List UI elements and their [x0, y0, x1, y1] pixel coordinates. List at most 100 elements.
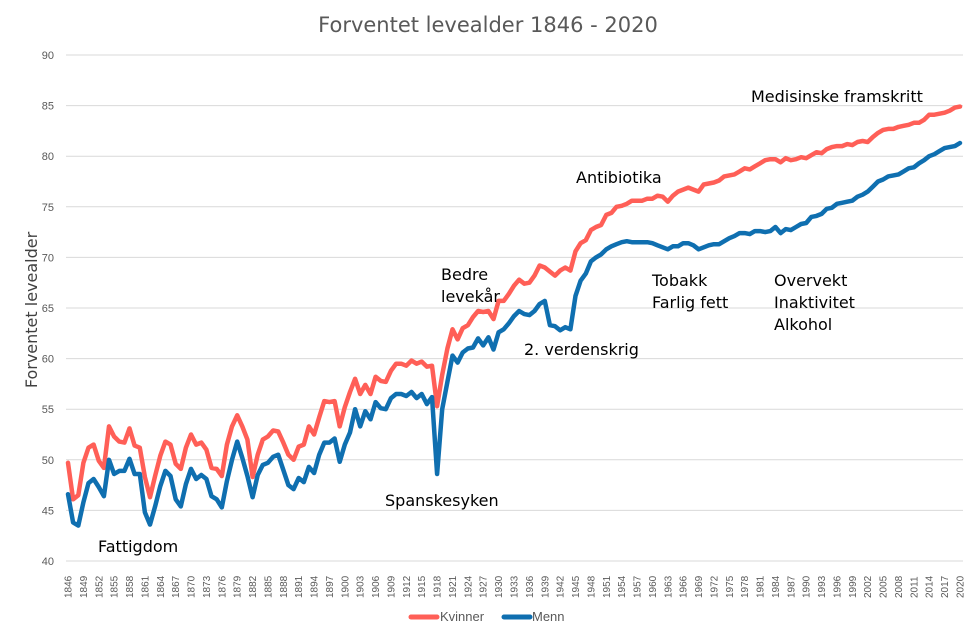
x-tick-label: 1924 [463, 575, 474, 598]
x-tick-label: 1933 [510, 575, 521, 598]
legend-label-menn: Menn [532, 609, 565, 624]
y-tick-label: 50 [42, 455, 54, 467]
annotation-text: Spanskesyken [385, 491, 499, 510]
x-tick-label: 1864 [156, 575, 167, 598]
x-tick-label: 1891 [294, 575, 305, 598]
annotation-text: Medisinske framskritt [751, 87, 923, 106]
x-tick-label: 1936 [525, 575, 536, 598]
annotation-fattigdom: Fattigdom [98, 537, 178, 556]
x-tick-label: 1888 [279, 575, 290, 598]
x-tick-label: 1969 [694, 575, 705, 598]
annotation-medisinske: Medisinske framskritt [751, 87, 923, 106]
y-axis-label: Forventet levealder [22, 231, 41, 388]
x-tick-label: 1927 [479, 575, 490, 598]
x-tick-label: 1876 [217, 575, 228, 598]
annotation-text: Antibiotika [576, 168, 662, 187]
series-points-menn [67, 142, 961, 526]
y-tick-label: 70 [42, 252, 54, 264]
x-tick-label: 1960 [648, 575, 659, 598]
x-tick-label: 2014 [925, 575, 936, 598]
annotation-text: levekår [441, 287, 500, 306]
x-tick-label: 1897 [325, 575, 336, 598]
x-tick-label: 1999 [848, 575, 859, 598]
annotation-text: Bedre [441, 265, 488, 284]
y-tick-label: 40 [42, 556, 54, 568]
annotation-text: Alkohol [774, 315, 832, 334]
annotation-overvekt: Overvekt Inaktivitet Alkohol [774, 271, 855, 334]
x-tick-label: 1867 [171, 575, 182, 598]
x-tick-label: 1957 [633, 575, 644, 598]
y-tick-label: 90 [42, 50, 54, 62]
annotation-text: Fattigdom [98, 537, 178, 556]
x-tick-label: 2020 [956, 575, 967, 598]
gridlines [66, 54, 963, 562]
x-tick-label: 1906 [371, 575, 382, 598]
x-tick-label: 1894 [310, 575, 321, 598]
x-tick-label: 1861 [140, 575, 151, 598]
legend-label-kvinner: Kvinner [440, 609, 485, 624]
x-tick-label: 2008 [894, 575, 905, 598]
x-tick-label: 1882 [248, 575, 259, 598]
x-axis-ticks: 1846 1849 1852 1855 1858 1861 1864 1867 1870 1873… [64, 575, 967, 598]
x-tick-label: 2005 [879, 575, 890, 598]
annotation-text: Farlig fett [652, 293, 728, 312]
x-tick-label: 1939 [540, 575, 551, 598]
annotation-spanskesyken: Spanskesyken [385, 491, 499, 510]
x-tick-label: 1879 [233, 575, 244, 598]
x-tick-label: 2002 [863, 575, 874, 598]
x-tick-label: 1990 [802, 575, 813, 598]
y-tick-label: 60 [42, 354, 54, 366]
annotations: Fattigdom Spanskesyken Bedre levekår 2. verd… [98, 87, 923, 556]
x-tick-label: 1975 [725, 575, 736, 598]
annotation-text: Tobakk [651, 271, 708, 290]
annotation-bedre-levekar: Bedre levekår [441, 265, 500, 306]
x-tick-label: 1954 [617, 575, 628, 598]
legend: Kvinner Menn [408, 609, 565, 624]
series-lines [65, 104, 963, 528]
x-tick-label: 1951 [602, 575, 613, 598]
x-tick-label: 1873 [202, 575, 213, 598]
x-tick-label: 1942 [556, 575, 567, 598]
x-tick-label: 1870 [187, 575, 198, 598]
x-tick-label: 1921 [448, 575, 459, 598]
y-tick-label: 80 [42, 151, 54, 163]
annotation-antibiotika: Antibiotika [576, 168, 662, 187]
chart-title: Forventet levealder 1846 - 2020 [318, 13, 658, 37]
x-tick-label: 2017 [940, 575, 951, 598]
annotation-text: 2. verdenskrig [524, 340, 639, 359]
series-points-kvinner [67, 106, 961, 500]
x-tick-label: 1981 [756, 575, 767, 598]
x-tick-label: 1930 [494, 575, 505, 598]
x-tick-label: 1987 [786, 575, 797, 598]
y-axis-ticks: 40 45 50 55 60 65 70 75 80 85 90 [42, 50, 54, 568]
x-tick-label: 1915 [417, 575, 428, 598]
annotation-text: Overvekt [774, 271, 847, 290]
x-tick-label: 2011 [909, 576, 920, 598]
y-tick-label: 85 [42, 101, 54, 113]
x-tick-label: 1903 [356, 575, 367, 598]
x-tick-label: 1855 [110, 575, 121, 598]
x-tick-label: 1900 [340, 575, 351, 598]
series-line-menn [65, 140, 963, 528]
x-tick-label: 1858 [125, 575, 136, 598]
x-tick-label: 1849 [79, 575, 90, 598]
x-tick-label: 1852 [94, 575, 105, 598]
x-tick-label: 1846 [64, 575, 75, 598]
y-tick-label: 65 [42, 303, 54, 315]
legend-item-kvinner[interactable]: Kvinner [408, 609, 485, 624]
x-tick-label: 1948 [586, 575, 597, 598]
y-tick-label: 55 [42, 404, 54, 416]
x-tick-label: 1912 [402, 575, 413, 598]
x-tick-label: 1993 [817, 575, 828, 598]
x-tick-label: 1996 [832, 575, 843, 598]
y-tick-label: 75 [42, 202, 54, 214]
x-tick-label: 1978 [740, 575, 751, 598]
x-tick-label: 1963 [663, 575, 674, 598]
annotation-text: Inaktivitet [774, 293, 855, 312]
legend-item-menn[interactable]: Menn [501, 609, 565, 624]
annotation-verdenskrig: 2. verdenskrig [524, 340, 639, 359]
x-tick-label: 1885 [263, 575, 274, 598]
annotation-tobakk: Tobakk Farlig fett [651, 271, 728, 312]
x-tick-label: 1918 [433, 575, 444, 598]
y-tick-label: 45 [42, 505, 54, 517]
